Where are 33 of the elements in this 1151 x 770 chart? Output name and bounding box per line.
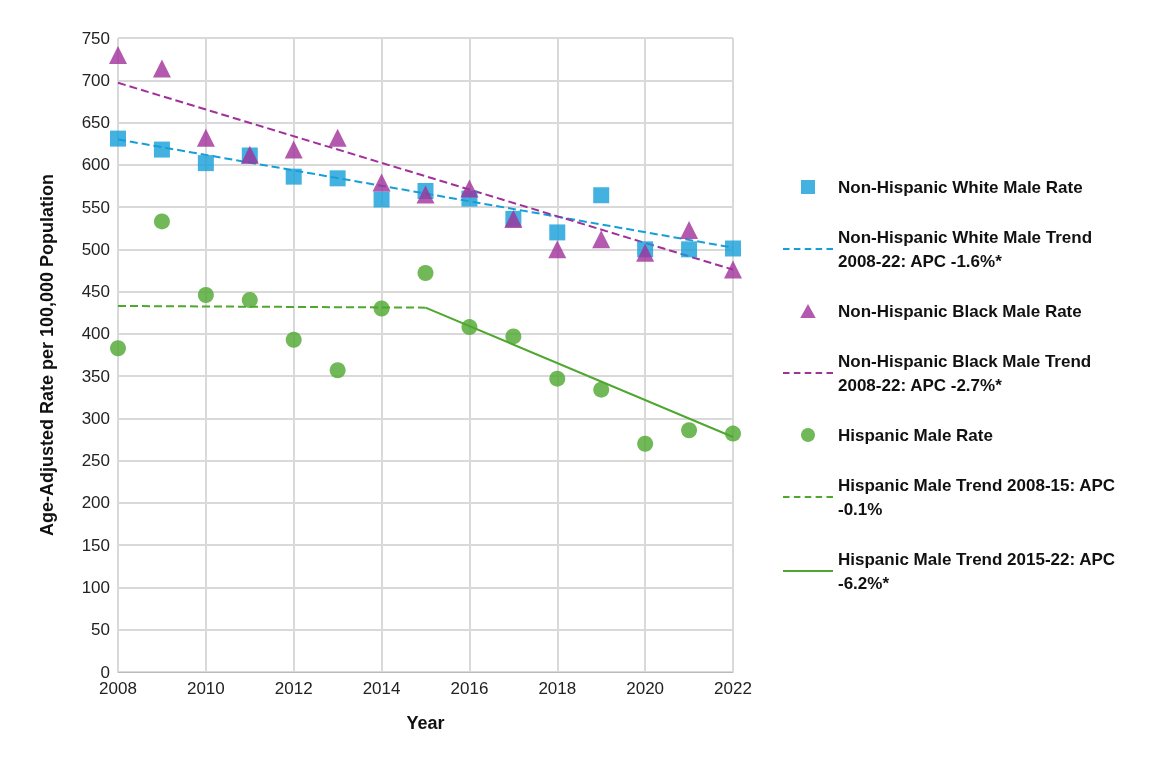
y-tick-label: 400: [81, 324, 110, 344]
x-tick-label: 2022: [714, 679, 752, 698]
x-tick-label: 2010: [186, 679, 225, 698]
x-tick-label: 2012: [274, 679, 313, 698]
x-tick-label: 2014: [362, 679, 401, 698]
y-tick-label: 350: [81, 366, 110, 386]
legend-label: Non-Hispanic Black Male Trend 2008-22: APC -2.7%*: [838, 351, 1096, 395]
y-tick-label: 150: [81, 535, 110, 555]
legend-label: Hispanic Male Trend 2015-22: APC -6.2%*: [838, 549, 1120, 593]
y-tick-label: 550: [81, 197, 110, 217]
y-tick-label: 500: [81, 239, 110, 259]
y-tick-label: 750: [81, 28, 110, 48]
y-tick-label: 250: [81, 451, 110, 471]
y-tick-label: 50: [91, 620, 110, 640]
legend-label: Hispanic Male Trend 2008-15: APC -0.1%: [838, 475, 1120, 519]
x-tick-label: 2018: [538, 679, 577, 698]
legend-label: Non-Hispanic White Male Rate: [838, 177, 1083, 197]
y-tick-label: 300: [81, 408, 110, 428]
legend-label: Hispanic Male Rate: [838, 425, 993, 445]
legend-label: Non-Hispanic Black Male Rate: [838, 301, 1082, 321]
x-axis-title: Year: [406, 713, 445, 733]
x-tick-label: 2020: [626, 679, 665, 698]
y-tick-label: 650: [81, 113, 110, 133]
y-tick-label: 450: [81, 282, 110, 302]
y-tick-label: 200: [81, 493, 110, 513]
y-tick-label: 0: [100, 662, 110, 682]
y-tick-label: 600: [81, 155, 110, 175]
x-tick-label: 2008: [99, 679, 137, 698]
legend-label: Non-Hispanic White Male Trend 2008-22: APC -1.6%*: [838, 227, 1097, 271]
y-tick-label: 100: [81, 577, 110, 597]
y-tick-label: 700: [81, 70, 110, 90]
x-tick-label: 2016: [450, 679, 489, 698]
y-axis-title: Age-Adjusted Rate per 100,000 Population: [37, 173, 57, 537]
